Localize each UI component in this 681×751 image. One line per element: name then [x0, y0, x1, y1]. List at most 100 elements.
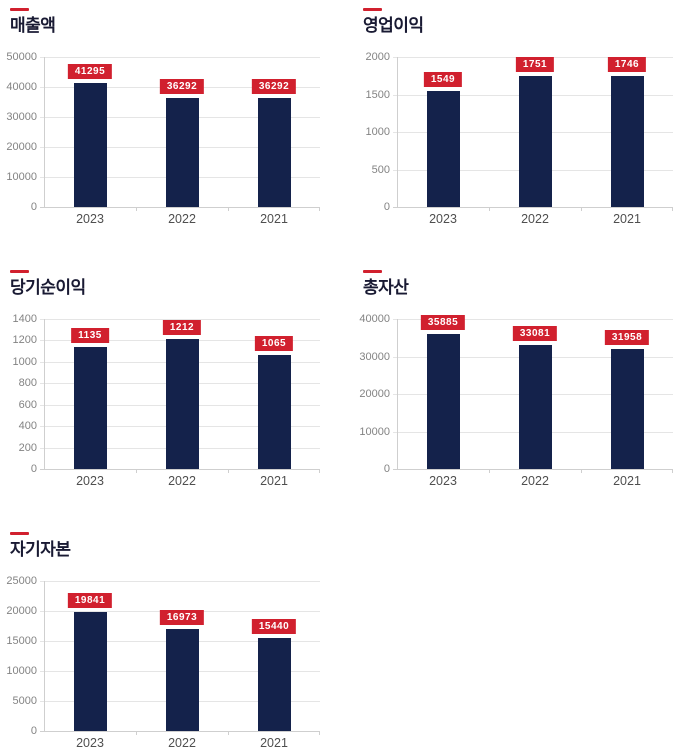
y-tick-label: 0	[383, 463, 390, 475]
net-income-chart: 당기순이익 1400 1200 1000 800 600 400 200 0 1135 1212 1…	[10, 270, 320, 492]
y-tick-label: 30000	[359, 351, 390, 363]
y-tick-label: 1200	[12, 334, 37, 346]
y-tick-label: 1500	[365, 89, 390, 101]
y-tick-label: 600	[18, 399, 37, 411]
y-tick-label: 2000	[365, 51, 390, 63]
y-tick-label: 10000	[6, 171, 37, 183]
y-tick-label: 0	[30, 201, 37, 213]
x-axis-tick	[319, 469, 320, 473]
x-axis-tick	[489, 207, 490, 211]
y-tick-label: 1400	[12, 313, 37, 325]
chart-title: 매출액	[10, 16, 56, 35]
y-axis-line	[397, 319, 398, 469]
x-category-label: 2021	[613, 474, 641, 488]
x-axis-tick	[136, 469, 137, 473]
bar-value-label: 15440	[251, 619, 297, 634]
bar-value-label: 1135	[71, 328, 109, 343]
y-tick-label: 20000	[6, 141, 37, 153]
y-tick-label: 1000	[12, 356, 37, 368]
gridline	[40, 319, 320, 320]
bar-value-label: 36292	[159, 79, 205, 94]
y-tick-label: 15000	[6, 635, 37, 647]
x-category-label: 2022	[168, 736, 196, 750]
y-tick-label: 5000	[12, 695, 37, 707]
y-tick-label: 400	[18, 420, 37, 432]
bar-2021	[610, 349, 644, 469]
x-axis-tick	[489, 469, 490, 473]
bar-2021	[610, 76, 644, 207]
bar-value-label: 16973	[159, 610, 205, 625]
x-axis-tick	[672, 469, 673, 473]
bar-value-label: 1549	[423, 72, 463, 87]
x-axis-tick	[319, 207, 320, 211]
x-axis-tick	[581, 469, 582, 473]
chart-title: 당기순이익	[10, 278, 86, 297]
x-category-label: 2023	[429, 212, 457, 226]
revenue-chart: 매출액 50000 40000 30000 20000 10000 0 41295 36292…	[6, 8, 320, 230]
x-axis-tick	[319, 731, 320, 735]
bar-value-label: 1065	[254, 336, 294, 351]
x-axis-tick	[228, 207, 229, 211]
plot-area: 2000 1500 1000 500 0 1549 1751 1746	[366, 51, 673, 213]
y-axis-line	[397, 57, 398, 207]
y-axis-line	[44, 319, 45, 469]
y-tick-label: 20000	[359, 388, 390, 400]
bar-2021	[257, 98, 291, 207]
x-category-label: 2023	[429, 474, 457, 488]
plot-area: 40000 30000 20000 10000 0 35885 33081 31958	[359, 313, 673, 475]
x-category-label: 2023	[76, 474, 104, 488]
bar-2022	[165, 339, 199, 469]
bar-value-label: 19841	[67, 593, 113, 608]
chart-title: 자기자본	[10, 540, 71, 559]
plot-area: 25000 20000 15000 10000 5000 0 19841 16973 15440	[6, 575, 320, 737]
x-category-label: 2022	[168, 212, 196, 226]
x-axis-labels: 2023 2022 2021	[44, 212, 320, 226]
operating-profit-chart: 영업이익 2000 1500 1000 500 0 1549 1751 1746 2023 20…	[363, 8, 673, 230]
x-axis-line	[40, 207, 320, 208]
bar-value-label: 1751	[515, 57, 555, 72]
bar-2022	[165, 629, 199, 731]
plot-area: 50000 40000 30000 20000 10000 0 41295 36292 3629…	[6, 51, 320, 213]
x-category-label: 2021	[260, 474, 288, 488]
y-tick-label: 10000	[6, 665, 37, 677]
gridline	[393, 319, 673, 320]
title-accent-dash	[10, 532, 29, 535]
x-axis-labels: 2023 2022 2021	[44, 736, 320, 750]
x-category-label: 2022	[521, 212, 549, 226]
y-tick-label: 0	[30, 463, 37, 475]
x-category-label: 2021	[260, 736, 288, 750]
title-accent-dash	[10, 8, 29, 11]
gridline	[40, 57, 320, 58]
y-tick-label: 40000	[6, 81, 37, 93]
bar-value-label: 36292	[251, 79, 297, 94]
x-category-label: 2023	[76, 212, 104, 226]
x-axis-tick	[581, 207, 582, 211]
x-axis-line	[40, 469, 320, 470]
bar-value-label: 1212	[162, 320, 202, 335]
bar-2023	[426, 334, 460, 469]
bar-value-label: 1746	[607, 57, 647, 72]
x-axis-line	[393, 469, 673, 470]
y-tick-label: 25000	[6, 575, 37, 587]
x-axis-labels: 2023 2022 2021	[397, 474, 673, 488]
title-accent-dash	[363, 270, 382, 273]
y-tick-label: 1000	[365, 126, 390, 138]
bar-value-label: 35885	[420, 315, 466, 330]
x-axis-line	[393, 207, 673, 208]
bar-value-label: 33081	[512, 326, 558, 341]
y-tick-label: 800	[18, 377, 37, 389]
x-axis-labels: 2023 2022 2021	[44, 474, 320, 488]
x-axis-tick	[228, 469, 229, 473]
x-category-label: 2023	[76, 736, 104, 750]
x-axis-tick	[136, 731, 137, 735]
bar-2023	[73, 612, 107, 731]
y-tick-label: 10000	[359, 426, 390, 438]
chart-title: 영업이익	[363, 16, 424, 35]
bar-2022	[518, 76, 552, 207]
bar-2022	[518, 345, 552, 469]
bar-2023	[73, 83, 107, 207]
x-category-label: 2022	[521, 474, 549, 488]
y-tick-label: 200	[18, 442, 37, 454]
x-axis-tick	[672, 207, 673, 211]
